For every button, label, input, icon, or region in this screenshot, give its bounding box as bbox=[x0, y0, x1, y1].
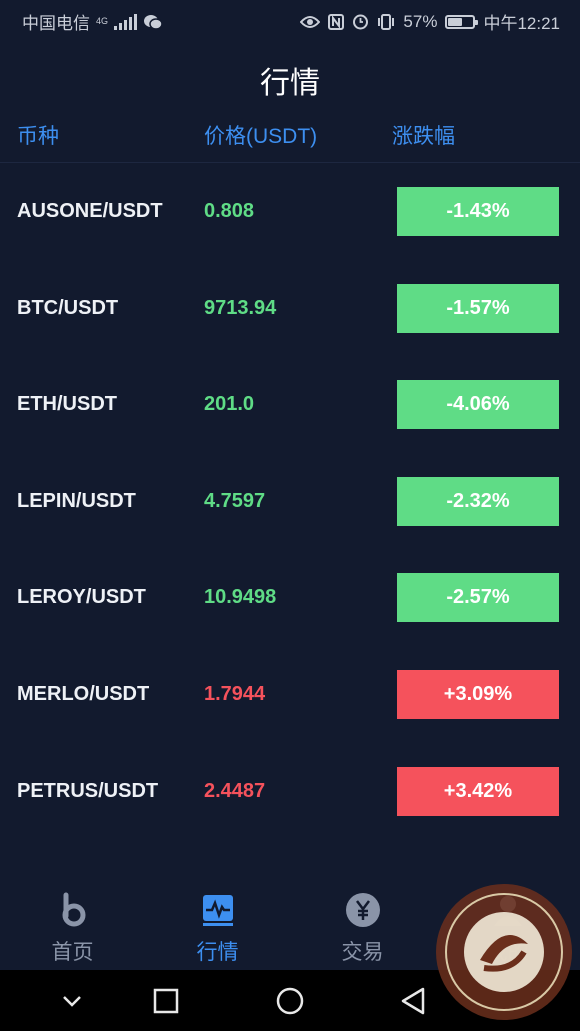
header-divider bbox=[0, 162, 580, 163]
pair-name: MERLO/USDT bbox=[17, 683, 150, 705]
recents-square-icon[interactable] bbox=[146, 982, 186, 1020]
column-header-pair: 币种 bbox=[17, 125, 59, 148]
price-value: 201.0 bbox=[204, 393, 255, 415]
carrier-label: 中国电信 bbox=[22, 14, 90, 33]
page-title: 行情 bbox=[260, 67, 320, 100]
pair-name: LEPIN/USDT bbox=[17, 490, 136, 512]
market-row[interactable]: LEROY/USDT 10.9498 -2.57% bbox=[0, 573, 580, 670]
market-row[interactable]: MERLO/USDT 1.7944 +3.09% bbox=[0, 670, 580, 767]
market-row[interactable]: ETH/USDT 201.0 -4.06% bbox=[0, 380, 580, 477]
market-row[interactable]: BTC/USDT 9713.94 -1.57% bbox=[0, 284, 580, 381]
tab-label: 交易 bbox=[341, 941, 384, 964]
price-value: 9713.94 bbox=[204, 297, 277, 319]
chart-pulse-icon bbox=[202, 895, 233, 926]
price-value: 2.4487 bbox=[204, 780, 266, 802]
eye-comfort-icon bbox=[300, 15, 321, 28]
market-row[interactable]: PETRUS/USDT 2.4487 +3.42% bbox=[0, 767, 580, 864]
clock: 中午12:21 bbox=[483, 14, 560, 33]
market-row[interactable]: LEPIN/USDT 4.7597 -2.32% bbox=[0, 477, 580, 574]
nfc-icon bbox=[328, 13, 345, 30]
yen-coin-icon bbox=[345, 893, 380, 927]
change-badge[interactable]: +3.42% bbox=[397, 767, 559, 816]
tab-label: 行情 bbox=[196, 941, 239, 964]
change-badge[interactable]: -1.43% bbox=[397, 187, 559, 236]
home-circle-icon[interactable] bbox=[270, 982, 310, 1020]
alarm-icon bbox=[353, 14, 369, 30]
battery-percent: 57% bbox=[403, 11, 438, 31]
price-value: 0.808 bbox=[204, 200, 255, 222]
change-badge[interactable]: +3.09% bbox=[397, 670, 559, 719]
network-type: 4G bbox=[96, 16, 109, 26]
change-badge[interactable]: -1.57% bbox=[397, 284, 559, 333]
column-header-price: 价格(USDT) bbox=[204, 125, 318, 148]
vibrate-icon bbox=[378, 13, 395, 30]
signal-icon bbox=[114, 13, 137, 30]
battery-icon bbox=[445, 14, 479, 29]
tab-trade[interactable]: 交易 bbox=[290, 880, 435, 970]
change-badge[interactable]: -2.57% bbox=[397, 573, 559, 622]
pair-name: ETH/USDT bbox=[17, 393, 117, 415]
price-value: 4.7597 bbox=[204, 490, 266, 512]
column-header-change: 涨跌幅 bbox=[392, 125, 455, 148]
change-badge[interactable]: -4.06% bbox=[397, 380, 559, 429]
status-bar: 中国电信 4G 57% 中午12:21 bbox=[0, 0, 580, 40]
tab-label: 首页 bbox=[51, 941, 94, 964]
pair-name: AUSONE/USDT bbox=[17, 200, 163, 222]
wechat-icon bbox=[144, 14, 163, 30]
back-chevron-icon[interactable] bbox=[52, 982, 92, 1020]
home-b-icon bbox=[62, 892, 85, 927]
pair-name: BTC/USDT bbox=[17, 297, 119, 319]
price-value: 10.9498 bbox=[204, 586, 277, 608]
tab-market[interactable]: 行情 bbox=[145, 880, 290, 970]
tab-home[interactable]: 首页 bbox=[0, 880, 145, 970]
pair-name: LEROY/USDT bbox=[17, 586, 146, 608]
pair-name: PETRUS/USDT bbox=[17, 780, 159, 802]
market-row[interactable]: AUSONE/USDT 0.808 -1.43% bbox=[0, 187, 580, 284]
back-triangle-icon[interactable] bbox=[394, 982, 434, 1020]
price-value: 1.7944 bbox=[204, 683, 266, 705]
watermark-logo bbox=[436, 884, 572, 1020]
change-badge[interactable]: -2.32% bbox=[397, 477, 559, 526]
